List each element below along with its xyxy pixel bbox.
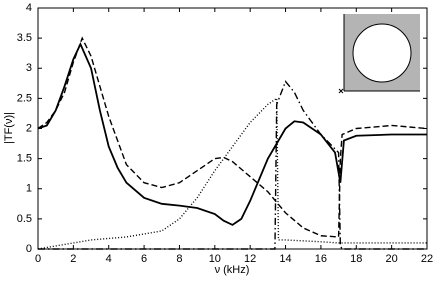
x-tick-label: 4 [106,253,112,265]
x-tick-label: 6 [141,253,147,265]
x-tick-label: 20 [386,253,398,265]
series-line [38,80,427,250]
x-tick-label: 12 [244,253,256,265]
y-tick-label: 2.5 [17,92,32,104]
inset-circle [352,23,412,83]
y-tick-label: 4 [26,2,32,14]
inset [338,14,420,94]
x-tick-label: 22 [421,253,433,265]
y-tick-label: 3 [26,62,32,74]
y-axis-label: |TF(ν)| [3,112,15,144]
y-tick-label: 0 [26,243,32,255]
x-tick-label: 18 [350,253,362,265]
series-line [37,41,427,226]
y-tick-label: 1 [26,183,32,195]
inset-marker [338,88,344,94]
y-tick-label: 3.5 [17,32,32,44]
x-tick-label: 8 [176,253,182,265]
x-axis-label: ν (kHz) [215,264,250,276]
series-line [37,97,427,250]
y-tick-label: 2 [26,122,32,134]
x-tick-label: 14 [279,253,291,265]
x-tick-label: 10 [209,253,221,265]
x-tick-label: 0 [35,253,41,265]
x-tick-label: 16 [315,253,327,265]
x-tick-label: 2 [70,253,76,265]
y-tick-label: 1.5 [17,153,32,165]
y-tick-label: 0.5 [17,213,32,225]
